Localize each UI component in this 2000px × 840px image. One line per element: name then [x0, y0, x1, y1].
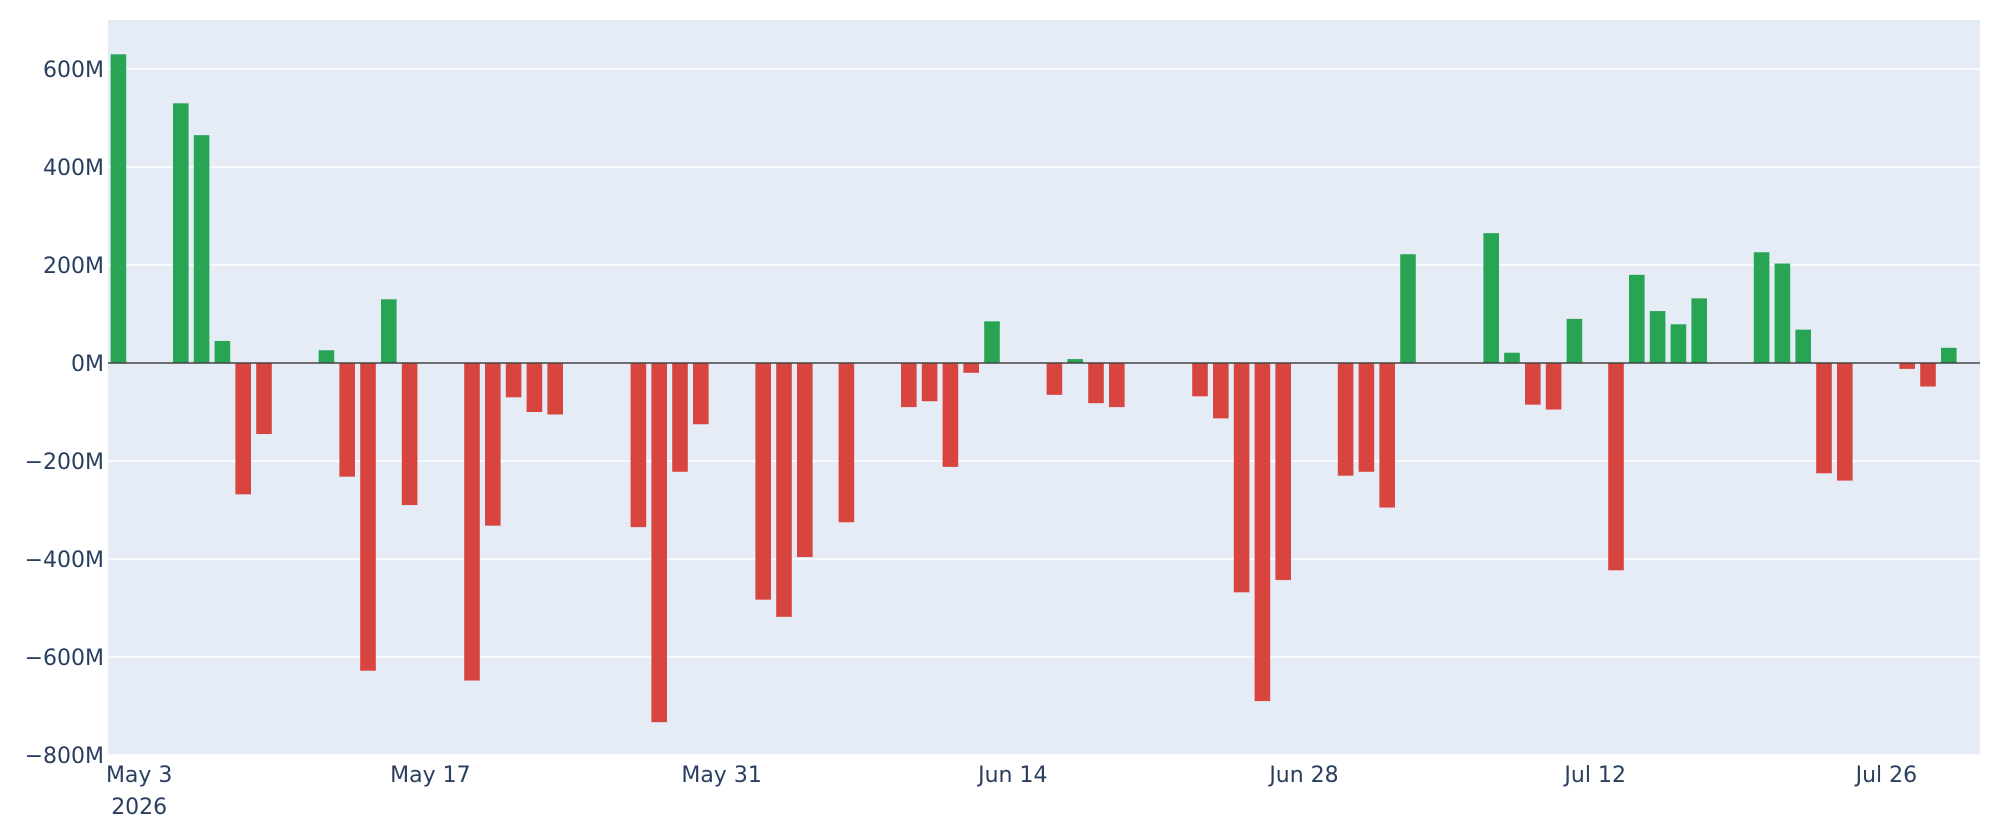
bar: [776, 363, 792, 617]
bar: [1649, 311, 1666, 363]
bar: [526, 363, 543, 412]
bar: [485, 363, 501, 526]
x-tick-label: Jul 26: [1854, 763, 1918, 788]
bar: [235, 363, 251, 495]
bar: [401, 363, 418, 506]
bar: [464, 363, 480, 681]
y-tick-label: −400M: [25, 548, 104, 573]
bar: [1400, 254, 1416, 363]
bar: [381, 299, 397, 363]
bar: [1795, 329, 1811, 363]
bar: [630, 363, 647, 528]
bar: [1774, 263, 1791, 363]
bar: [672, 363, 688, 472]
bar: [984, 321, 1000, 363]
x-tick-label: Jun 14: [976, 763, 1047, 788]
bar: [1816, 363, 1832, 474]
x-axis: May 3 2026 May 17 May 31 Jun 14 Jun 28 Jul 12 J…: [106, 763, 1917, 820]
bar: [173, 103, 189, 364]
bar: [797, 363, 813, 558]
bar: [1046, 363, 1063, 395]
bar: [214, 340, 231, 363]
bar: [1275, 363, 1291, 581]
bar: [193, 135, 210, 363]
x-tick-label: Jul 12: [1562, 763, 1626, 788]
bar: [901, 363, 917, 408]
bar: [1691, 298, 1707, 363]
y-tick-label: −600M: [25, 646, 104, 671]
y-tick-label: −200M: [25, 450, 104, 475]
bar: [1213, 363, 1229, 419]
bar: [1337, 363, 1354, 476]
y-tick-label: 200M: [43, 254, 104, 279]
bar: [1670, 324, 1687, 363]
bar: [755, 363, 771, 600]
bar: [693, 363, 709, 425]
bar: [1504, 352, 1520, 363]
bar: [1566, 318, 1583, 363]
bar: [1753, 252, 1770, 363]
grid-lines: [108, 68, 1980, 756]
bar: [1109, 363, 1125, 408]
bar: [1483, 233, 1499, 363]
bar: [110, 54, 127, 364]
bar: [1629, 274, 1645, 363]
bar: [1379, 363, 1395, 508]
bar: [1067, 359, 1083, 363]
bar: [339, 363, 355, 477]
bar: [838, 363, 855, 523]
bar: [547, 363, 563, 415]
x-tick-year-label: 2026: [111, 795, 167, 820]
bar: [942, 363, 959, 467]
x-tick-label: May 31: [681, 763, 761, 788]
bar: [1941, 347, 1957, 363]
bar: [1920, 363, 1936, 387]
bar: [318, 350, 335, 363]
bar: [1525, 363, 1541, 405]
y-tick-label: 400M: [43, 156, 104, 181]
bar: [1608, 363, 1624, 571]
bars: [110, 54, 1957, 723]
y-tick-label: 600M: [43, 58, 104, 83]
x-tick-label: May 3: [106, 763, 172, 788]
bar: [963, 363, 979, 373]
x-tick-label: May 17: [390, 763, 470, 788]
bar: [1358, 363, 1375, 472]
plot-background: [108, 20, 1980, 755]
bar: [1233, 363, 1250, 593]
bar: [505, 363, 522, 398]
bar: [256, 363, 272, 435]
bar: [1088, 363, 1104, 404]
x-tick-label: Jun 28: [1267, 763, 1338, 788]
y-axis: 600M 400M 200M 0M −200M −400M −600M −800M: [25, 58, 104, 769]
bar: [1899, 363, 1915, 369]
bar: [1192, 363, 1208, 397]
y-tick-label: −800M: [25, 744, 104, 769]
bar: [360, 363, 376, 671]
y-tick-label: 0M: [71, 352, 104, 377]
bar: [921, 363, 938, 402]
bar: [1545, 363, 1562, 410]
bar: [1837, 363, 1853, 481]
bar: [651, 363, 667, 723]
bar: [1254, 363, 1271, 702]
